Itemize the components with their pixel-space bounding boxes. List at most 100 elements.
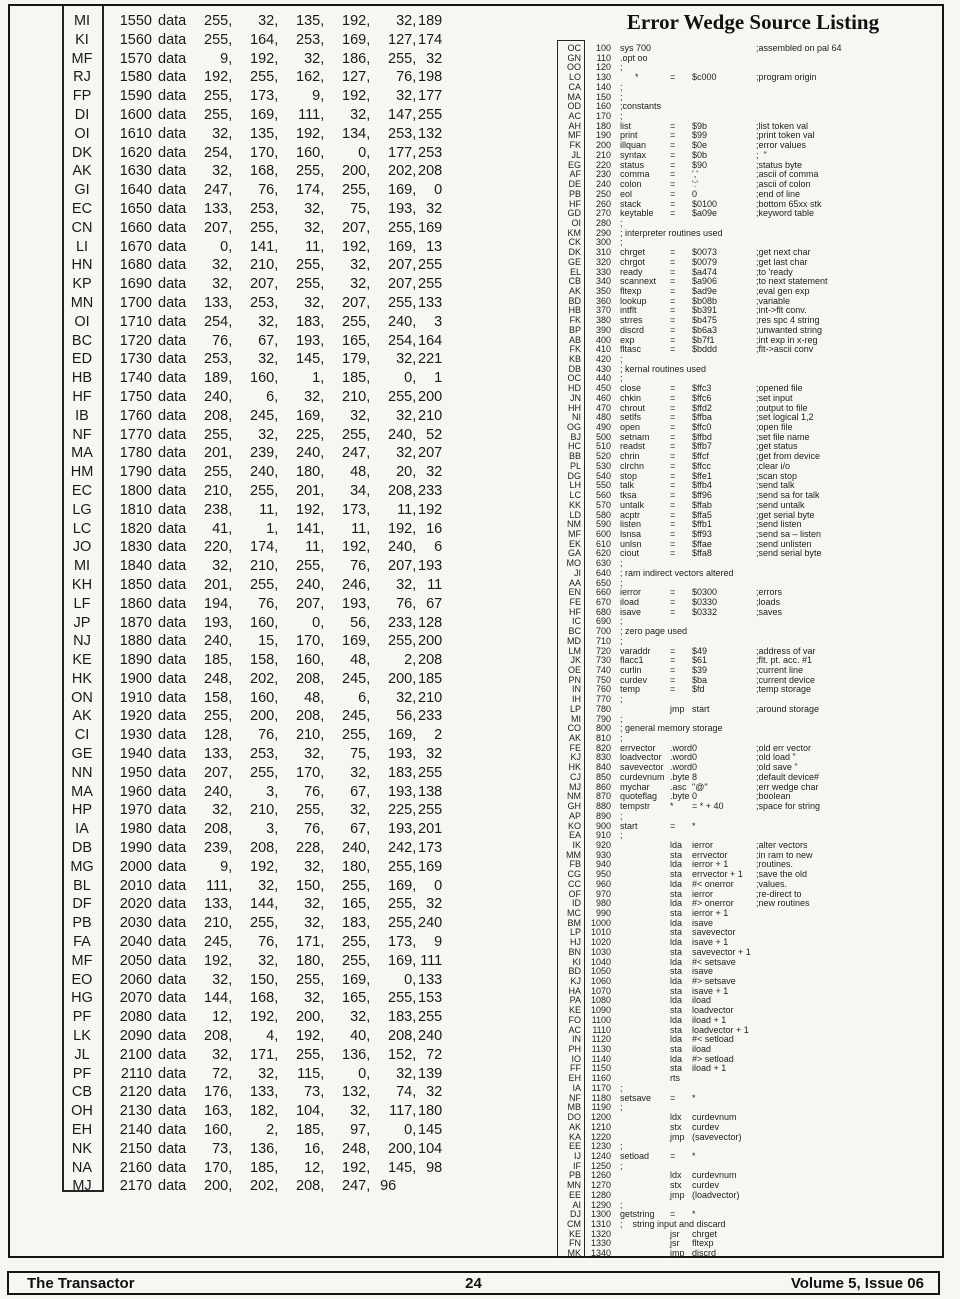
checksum-code: HG: [71, 990, 93, 1007]
line-number: 880: [595, 801, 611, 812]
line-number: 510: [595, 441, 611, 452]
operand: $ad9e: [692, 285, 718, 296]
data-value: 253: [418, 144, 443, 161]
label: acptr: [620, 509, 641, 520]
data-value: 171,: [250, 1046, 279, 1063]
opcode: jmp: [670, 1131, 685, 1142]
checksum-code: BD: [568, 966, 581, 977]
opcode: =: [670, 198, 676, 209]
comment: ;variable: [756, 295, 791, 306]
comment: ;saves: [756, 606, 783, 617]
source-listing-row: AH 180 list = $9b ;list token val: [557, 121, 957, 132]
checksum-code: OG: [566, 422, 581, 433]
data-value: 233: [418, 708, 443, 725]
data-value: 183,: [296, 313, 325, 330]
source-listing-row: PA 1080 lda iload: [557, 996, 957, 1006]
data-value: 225,: [296, 426, 325, 443]
data-value: 255,: [388, 896, 417, 913]
checksum-code: FP: [72, 88, 92, 105]
opcode: lda: [670, 859, 683, 870]
line-number: 1810: [119, 501, 152, 518]
data-value: 32,: [396, 445, 417, 462]
data-value: 169,: [388, 877, 417, 894]
opcode: .word: [670, 752, 693, 763]
data-value: 200,: [296, 1009, 325, 1026]
basic-listing-row: BL 2010 data 111, 32, 150, 255, 169, 0: [62, 877, 502, 896]
data-value: 162,: [296, 69, 325, 86]
checksum-code: MN: [567, 1180, 581, 1191]
comment: ;output to file: [756, 402, 808, 413]
data-value: 136,: [342, 1046, 371, 1063]
data-value: 255,: [204, 106, 233, 123]
comment: ; ": [756, 149, 767, 160]
opcode: .byte: [670, 791, 690, 802]
data-value: 185,: [250, 1159, 279, 1176]
data-value: 32,: [258, 952, 279, 969]
data-value: 255,: [250, 482, 279, 499]
data-value: 76,: [258, 595, 279, 612]
comment: ;send serial byte: [756, 548, 822, 559]
data-value: 165,: [342, 332, 371, 349]
basic-listing-row: HP 1970 data 32, 210, 255, 32, 225, 255: [62, 801, 502, 820]
line-number: 830: [595, 752, 611, 763]
line-number: 1250: [590, 1160, 611, 1171]
data-value: 248,: [204, 670, 233, 687]
operand: iload + 1: [692, 1014, 727, 1025]
checksum-code: HB: [568, 305, 581, 316]
label: varaddr: [620, 645, 651, 656]
data-value: 189,: [204, 370, 233, 387]
label: ;: [620, 810, 623, 821]
operand: $ffa8: [692, 548, 712, 559]
label: discrd: [620, 324, 645, 335]
checksum-code: KJ: [570, 752, 581, 763]
data-values: 248, 202, 208, 245, 200, 185: [186, 670, 442, 689]
line-number: 960: [595, 878, 611, 889]
data-value: 73,: [212, 1140, 233, 1157]
checksum-code: AC: [568, 1024, 581, 1035]
checksum-code: MD: [567, 635, 581, 646]
data-value: 201,: [296, 482, 325, 499]
data-value: 193,: [388, 783, 417, 800]
checksum-code: MG: [70, 858, 94, 875]
source-listing-row: HC 510 readst = $ffb7 ;get status: [557, 442, 957, 452]
line-number: 1690: [119, 276, 152, 293]
data-keyword: data: [158, 276, 187, 293]
data-value: 133,: [204, 294, 233, 311]
label: keytable: [620, 208, 654, 219]
line-number: 860: [595, 781, 611, 792]
data-value: 11,: [397, 501, 417, 518]
data-value: 76,: [258, 182, 279, 199]
line-number: 1020: [590, 937, 611, 948]
opcode: =: [670, 422, 676, 433]
data-value: 185,: [342, 370, 371, 387]
operand: = * + 40: [692, 801, 724, 812]
data-value: 117,: [389, 1103, 417, 1120]
data-value: 210,: [250, 802, 279, 819]
opcode: sta: [670, 927, 683, 938]
operand: $ffd2: [692, 402, 712, 413]
comment: ;re-direct to: [756, 888, 802, 899]
line-number: 1300: [590, 1209, 611, 1220]
opcode: =: [670, 247, 676, 258]
operand: $ba: [692, 674, 708, 685]
data-value: 34,: [350, 482, 371, 499]
line-number: 1640: [119, 182, 152, 199]
data-value: 207,: [388, 558, 417, 575]
comment: ;unwanted string: [756, 324, 823, 335]
data-value: 201: [418, 821, 443, 838]
data-value: 32: [426, 746, 443, 763]
data-values: 32, 171, 255, 136, 152, 72: [186, 1046, 442, 1065]
line-number: 600: [595, 528, 611, 539]
data-value: 169: [418, 858, 443, 875]
checksum-code: CG: [567, 869, 582, 880]
comment: ;flt->ascii conv: [756, 344, 814, 355]
label: ;: [620, 1102, 623, 1113]
data-value: 3,: [266, 783, 279, 800]
line-number: 840: [595, 762, 611, 773]
data-value: 255,: [204, 464, 233, 481]
operand: isave + 1: [692, 985, 729, 996]
data-value: 9,: [220, 858, 233, 875]
line-number: 220: [595, 159, 611, 170]
label: getstring: [620, 1209, 655, 1220]
opcode: =: [670, 519, 676, 530]
